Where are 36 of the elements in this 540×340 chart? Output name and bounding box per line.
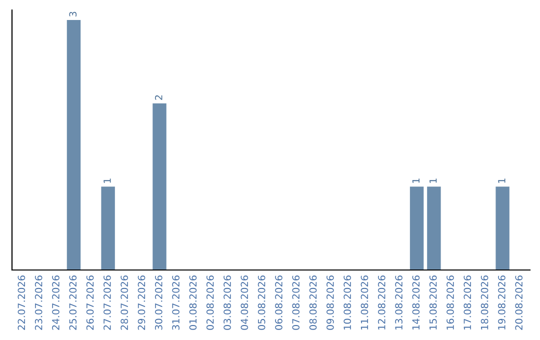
x-tick-label: 22.07.2026	[18, 275, 26, 330]
x-tick-label: 01.08.2026	[189, 275, 197, 330]
x-tick-label: 06.08.2026	[275, 275, 282, 330]
x-tick-label: 29.07.2026	[138, 275, 146, 330]
x-tick-label: 08.08.2026	[309, 275, 317, 330]
x-tick-label: 28.07.2026	[120, 275, 128, 330]
data-label: 1	[498, 178, 506, 183]
x-tick-label: 02.08.2026	[206, 275, 214, 330]
x-tick-label: 10.08.2026	[344, 275, 352, 330]
data-label: 1	[104, 178, 111, 183]
x-tick-label: 30.07.2026	[154, 275, 162, 330]
x-tick-label: 25.07.2026	[69, 275, 77, 330]
x-tick-label: 24.07.2026	[52, 275, 60, 330]
data-label: 2	[154, 95, 162, 100]
x-tick-label: 11.08.2026	[360, 275, 368, 330]
x-tick-label: 17.08.2026	[464, 275, 472, 330]
x-tick-label: 18.08.2026	[480, 275, 488, 330]
x-tick-label: 16.08.2026	[446, 275, 454, 330]
x-tick-label: 14.08.2026	[412, 275, 420, 330]
x-tick-label: 04.08.2026	[240, 275, 248, 330]
x-tick-label: 12.08.2026	[378, 275, 386, 330]
x-tick-label: 31.07.2026	[172, 275, 180, 330]
x-tick-label: 03.08.2026	[224, 275, 231, 330]
x-tick-label: 26.07.2026	[86, 275, 94, 330]
x-tick-label: 23.07.2026	[34, 275, 42, 330]
data-label: 1	[430, 178, 437, 183]
x-tick-label: 13.08.2026	[395, 275, 402, 330]
x-tick-label: 05.08.2026	[258, 275, 266, 330]
x-tick-label: 07.08.2026	[292, 275, 300, 330]
x-tick-label: 20.08.2026	[515, 275, 523, 330]
x-tick-label: 15.08.2026	[429, 275, 437, 330]
x-tick-label: 09.08.2026	[326, 275, 334, 330]
data-label: 1	[412, 178, 420, 183]
data-label: 3	[69, 12, 77, 16]
x-tick-label: 27.07.2026	[104, 275, 111, 330]
x-tick-label: 19.08.2026	[498, 275, 506, 330]
